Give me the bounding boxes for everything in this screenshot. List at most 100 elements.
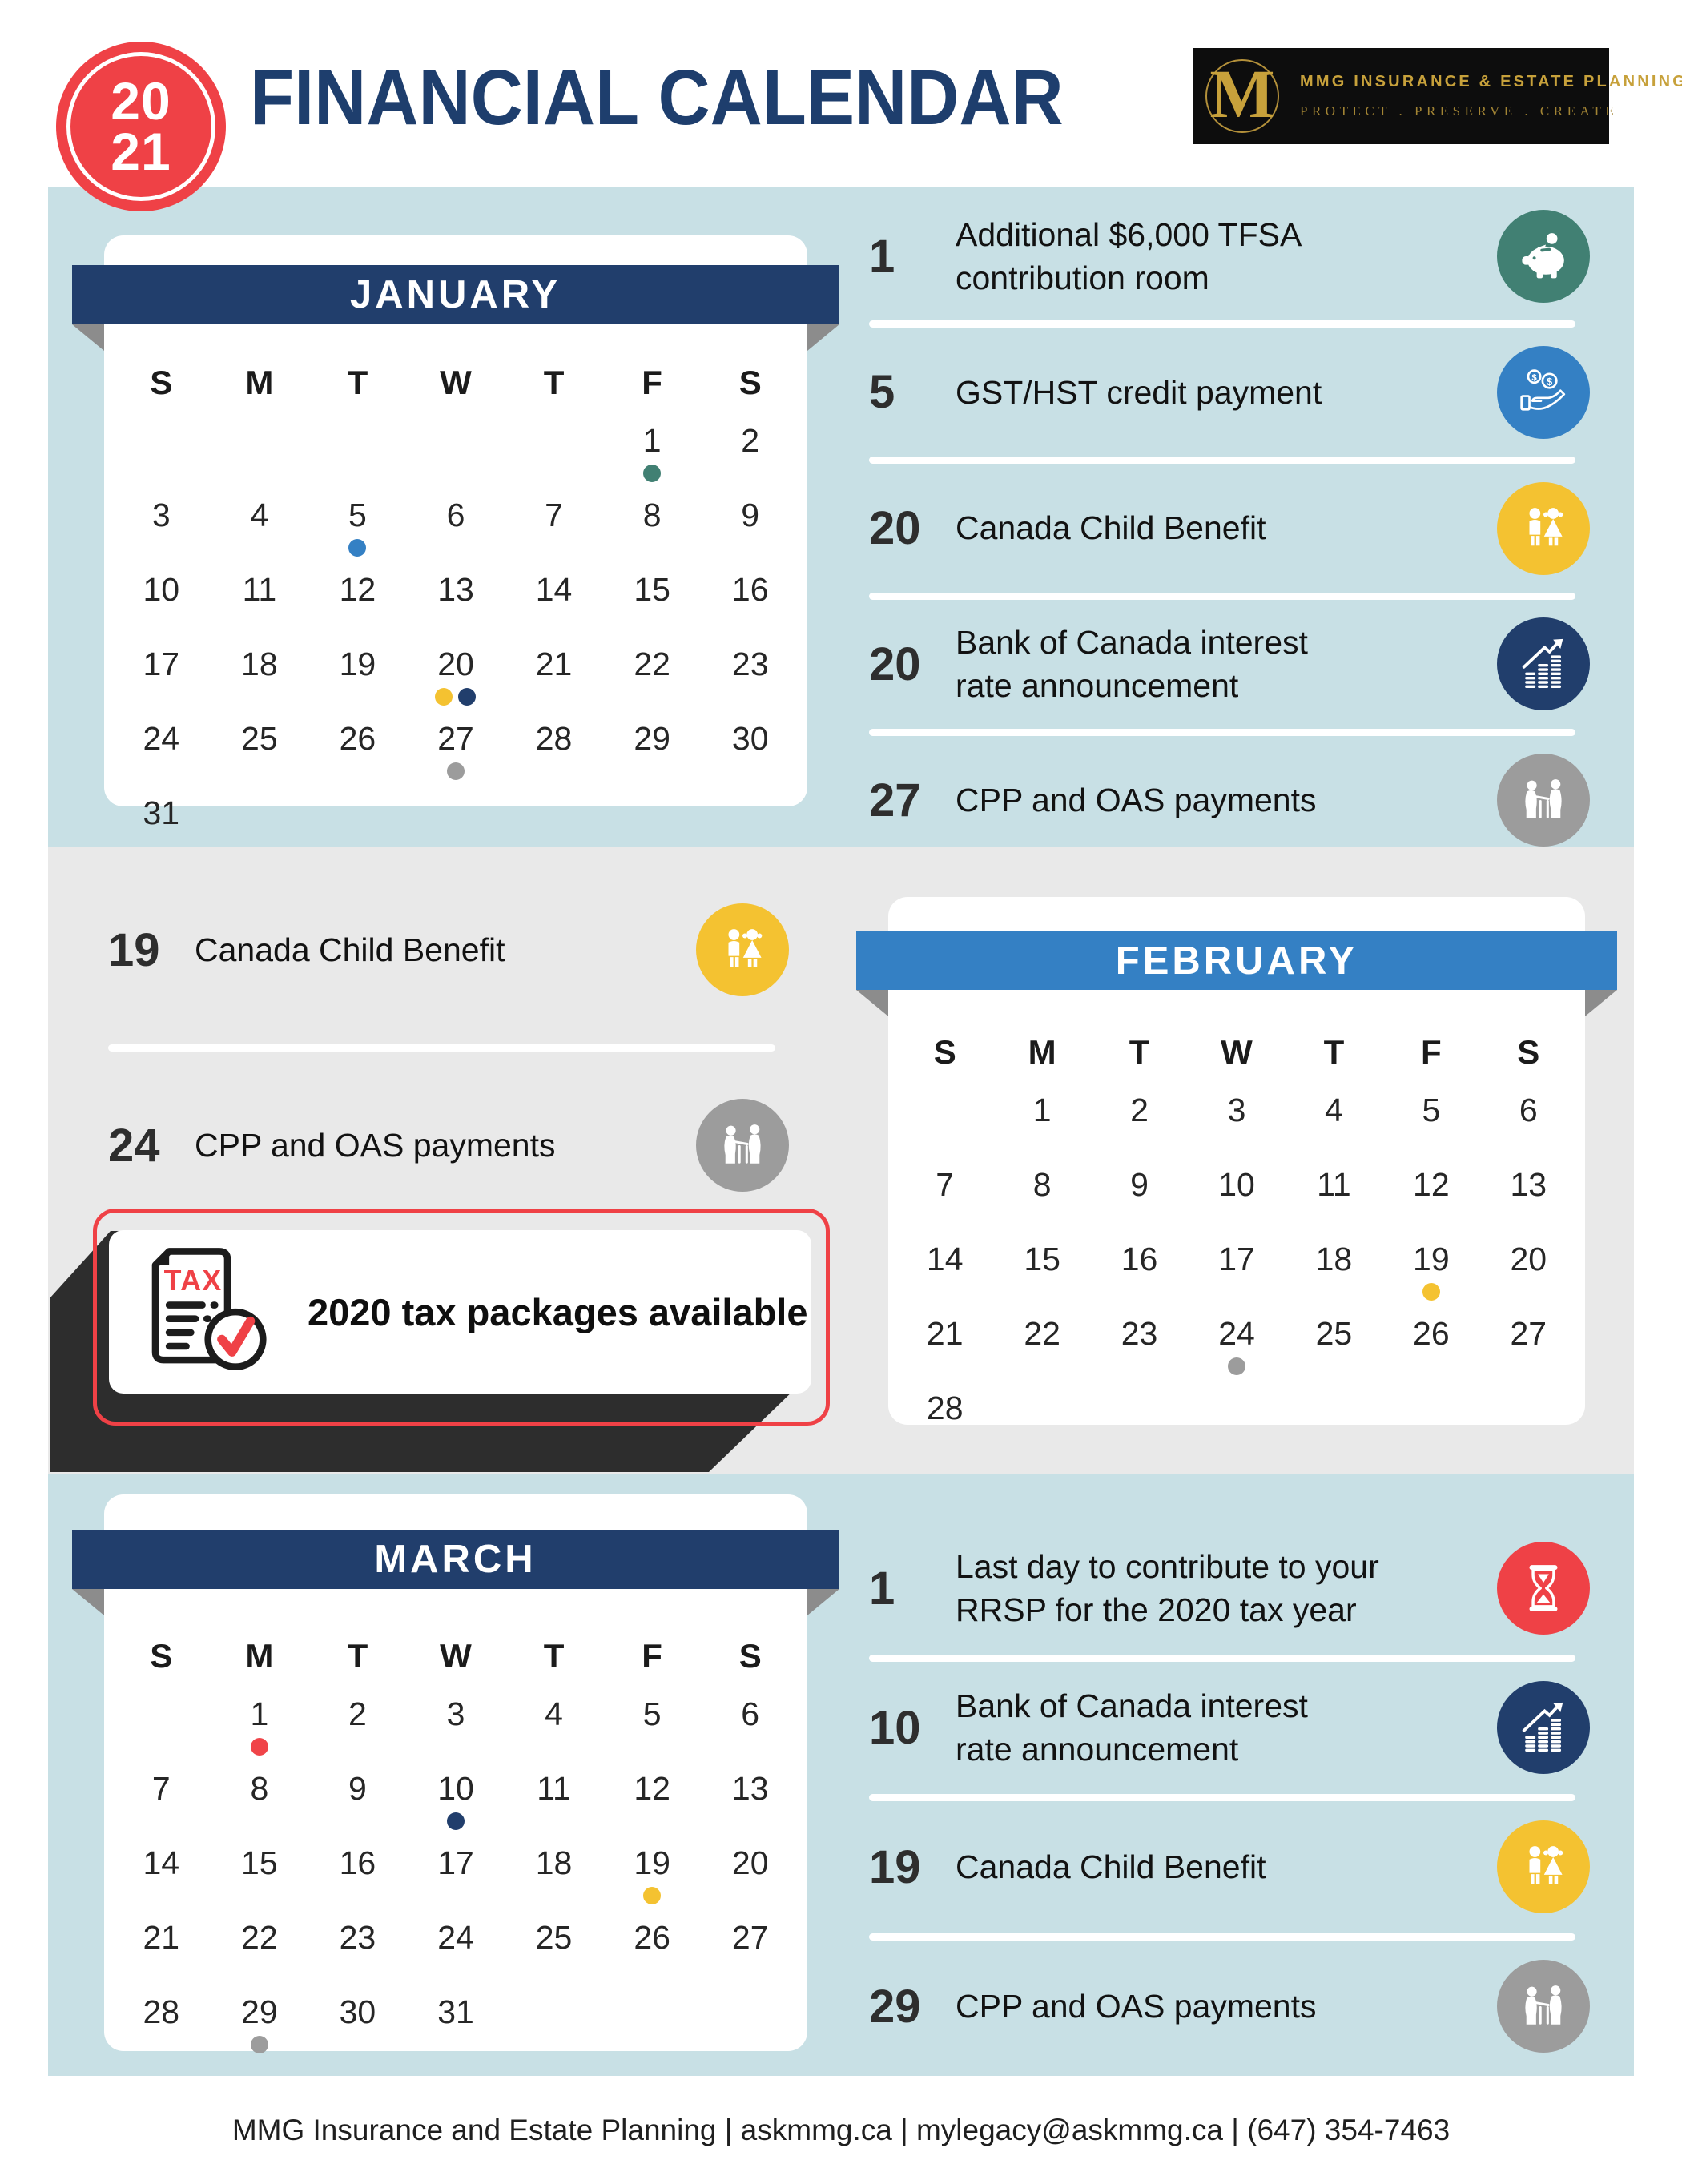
event-day-number: 19 <box>108 923 160 976</box>
elderly-couple-icon <box>1525 1985 1562 2025</box>
day-number: 25 <box>1315 1315 1353 1352</box>
calendar-day-cell: 25 <box>505 1915 603 1989</box>
event-dot-blue <box>348 539 367 557</box>
day-number: 11 <box>1317 1166 1351 1203</box>
event-separator <box>108 1044 775 1052</box>
calendar-day-cell: 14 <box>896 1237 993 1311</box>
tax-callout: TAX 2020 tax packages available <box>48 1177 865 1474</box>
calendar-day-cell: 27 <box>1480 1311 1577 1386</box>
day-number: 7 <box>151 1770 171 1807</box>
empty-day-cell <box>112 418 211 493</box>
event-dot-row <box>643 1887 662 1905</box>
empty-day-cell <box>896 1088 993 1162</box>
event-icon-circle <box>1497 754 1590 847</box>
event-separator <box>869 1793 1575 1801</box>
day-number: 25 <box>241 720 278 757</box>
children-icon <box>728 929 763 967</box>
day-number: 4 <box>1325 1092 1343 1128</box>
day-number: 26 <box>1413 1315 1450 1352</box>
event-icon-circle <box>1497 1542 1590 1635</box>
day-number: 31 <box>437 1993 474 2030</box>
svg-text:$: $ <box>1531 373 1537 383</box>
calendar-day-cell: 2 <box>701 418 799 493</box>
day-of-week-header: W <box>440 364 472 401</box>
event-row: 19 Canada Child Benefit <box>869 1820 1590 1913</box>
day-number: 12 <box>1413 1166 1450 1203</box>
calendar-day-cell: 15 <box>603 567 702 642</box>
day-number: 1 <box>1032 1092 1052 1128</box>
calendar-day-cell: 22 <box>211 1915 309 1989</box>
event-row: 20 Bank of Canada interest rate announcem… <box>869 617 1590 711</box>
day-number: 19 <box>634 1844 670 1881</box>
calendar-day-cell: 4 <box>505 1691 603 1766</box>
calendar-day-cell: 1 <box>603 418 702 493</box>
day-number: 2 <box>1130 1092 1149 1128</box>
calendar-day-cell: 12 <box>1382 1162 1479 1237</box>
calendar-day-cell: 22 <box>993 1311 1090 1386</box>
day-number: 30 <box>339 1993 376 2030</box>
day-number: 17 <box>437 1844 474 1881</box>
calendar-day-cell: 28 <box>896 1386 993 1460</box>
february-calendar-grid: S M T W T F S 1 2 3 4 5 6 7 8 9 10 11 12 13 14 15 16 17 18 19 20 21… <box>896 1017 1577 1460</box>
event-row: 19 Canada Child Benefit <box>108 903 789 996</box>
january-calendar-card: S M T W T F S 1 2 3 4 5 6 7 8 9 10 11 12 13 14 15 16 17 18 19 20 21… <box>104 235 807 831</box>
day-number: 4 <box>250 497 269 533</box>
day-of-week-header: F <box>1421 1033 1442 1071</box>
day-number: 7 <box>936 1166 955 1203</box>
day-number: 24 <box>143 720 180 757</box>
day-number: 1 <box>250 1695 269 1732</box>
empty-day-cell <box>407 418 505 493</box>
day-number: 24 <box>1218 1315 1255 1352</box>
event-day-number: 29 <box>869 1980 921 2033</box>
calendar-day-cell: 16 <box>1091 1237 1188 1311</box>
day-number: 18 <box>1315 1241 1353 1277</box>
calendar-day-cell: 6 <box>1480 1088 1577 1162</box>
day-number: 9 <box>741 497 760 533</box>
event-row: 29 CPP and OAS payments <box>869 1960 1590 2053</box>
day-number: 16 <box>339 1844 376 1881</box>
day-of-week-header: M <box>245 364 274 401</box>
calendar-day-cell: 28 <box>505 716 603 790</box>
day-number: 15 <box>634 571 670 608</box>
event-dot-row <box>348 539 367 557</box>
calendar-day-cell: 13 <box>701 1766 799 1840</box>
event-separator <box>869 592 1575 600</box>
day-number: 20 <box>437 646 474 682</box>
calendar-day-cell: 16 <box>308 1840 407 1915</box>
children-icon <box>1529 1846 1563 1884</box>
day-number: 23 <box>339 1919 376 1956</box>
calendar-day-cell: 30 <box>308 1989 407 2064</box>
day-number: 20 <box>731 1844 769 1881</box>
calendar-day-cell: 11 <box>1286 1162 1382 1237</box>
event-description: Last day to contribute to your RRSP for … <box>956 1547 1379 1628</box>
year-badge: 20 21 <box>56 42 226 211</box>
calendar-day-cell: 19 <box>308 642 407 716</box>
march-band: MARCH <box>72 1530 839 1589</box>
calendar-day-cell: 18 <box>1286 1237 1382 1311</box>
day-of-week-header: T <box>347 364 368 401</box>
day-number: 28 <box>143 1993 180 2030</box>
march-calendar-grid: S M T W T F S 1 2 3 4 5 6 7 8 9 10 11 12 13 14 15 16 17 18 19 20 21… <box>112 1621 799 2064</box>
event-row: 1 Additional $6,000 TFSA contribution roo… <box>869 210 1590 303</box>
event-description: CPP and OAS payments <box>956 1987 1317 2025</box>
event-icon-circle <box>696 1099 789 1192</box>
page-title: FINANCIAL CALENDAR <box>250 54 1064 141</box>
calendar-day-cell: 9 <box>701 493 799 567</box>
event-dot-gray <box>250 2036 268 2054</box>
event-dot-row <box>446 1812 465 1831</box>
event-dot-gray <box>446 762 465 781</box>
day-of-week-header: S <box>1517 1033 1540 1071</box>
calendar-day-cell: 2 <box>308 1691 407 1766</box>
day-number: 14 <box>143 1844 180 1881</box>
calendar-day-cell: 23 <box>308 1915 407 1989</box>
calendar-day-cell: 19 <box>603 1840 702 1915</box>
day-number: 26 <box>634 1919 670 1956</box>
calendar-day-cell: 31 <box>407 1989 505 2064</box>
event-dot-row <box>446 762 465 781</box>
calendar-day-cell: 27 <box>701 1915 799 1989</box>
day-number: 15 <box>1024 1241 1060 1277</box>
calendar-day-cell: 30 <box>701 716 799 790</box>
footer: MMG Insurance and Estate Planning | askm… <box>0 2076 1682 2184</box>
day-of-week-header: T <box>543 364 565 401</box>
calendar-day-cell: 16 <box>701 567 799 642</box>
